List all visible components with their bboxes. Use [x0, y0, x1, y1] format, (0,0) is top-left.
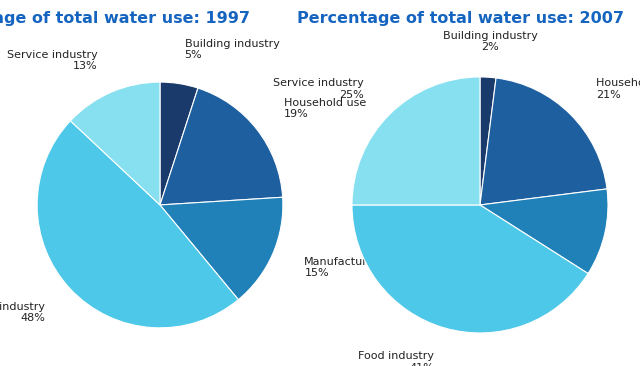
- Text: Food industry
48%: Food industry 48%: [0, 302, 45, 324]
- Text: Food industry
41%: Food industry 41%: [358, 351, 435, 366]
- Wedge shape: [480, 77, 496, 205]
- Wedge shape: [160, 82, 198, 205]
- Wedge shape: [480, 78, 607, 205]
- Wedge shape: [352, 205, 588, 333]
- Text: Manufacturing
15%: Manufacturing 15%: [305, 257, 386, 278]
- Text: Service industry
25%: Service industry 25%: [273, 78, 364, 100]
- Text: Household use
21%: Household use 21%: [596, 78, 640, 100]
- Text: Building industry
2%: Building industry 2%: [443, 31, 538, 52]
- Text: Percentage of total water use: 1997: Percentage of total water use: 1997: [0, 11, 250, 26]
- Wedge shape: [480, 189, 608, 273]
- Wedge shape: [160, 88, 283, 205]
- Wedge shape: [160, 197, 283, 300]
- Wedge shape: [70, 82, 160, 205]
- Text: Building industry
5%: Building industry 5%: [184, 39, 280, 60]
- Wedge shape: [352, 77, 480, 205]
- Wedge shape: [37, 121, 238, 328]
- Text: Household use
19%: Household use 19%: [284, 98, 367, 119]
- Text: Service industry
13%: Service industry 13%: [7, 50, 97, 71]
- Text: Percentage of total water use: 2007: Percentage of total water use: 2007: [298, 11, 624, 26]
